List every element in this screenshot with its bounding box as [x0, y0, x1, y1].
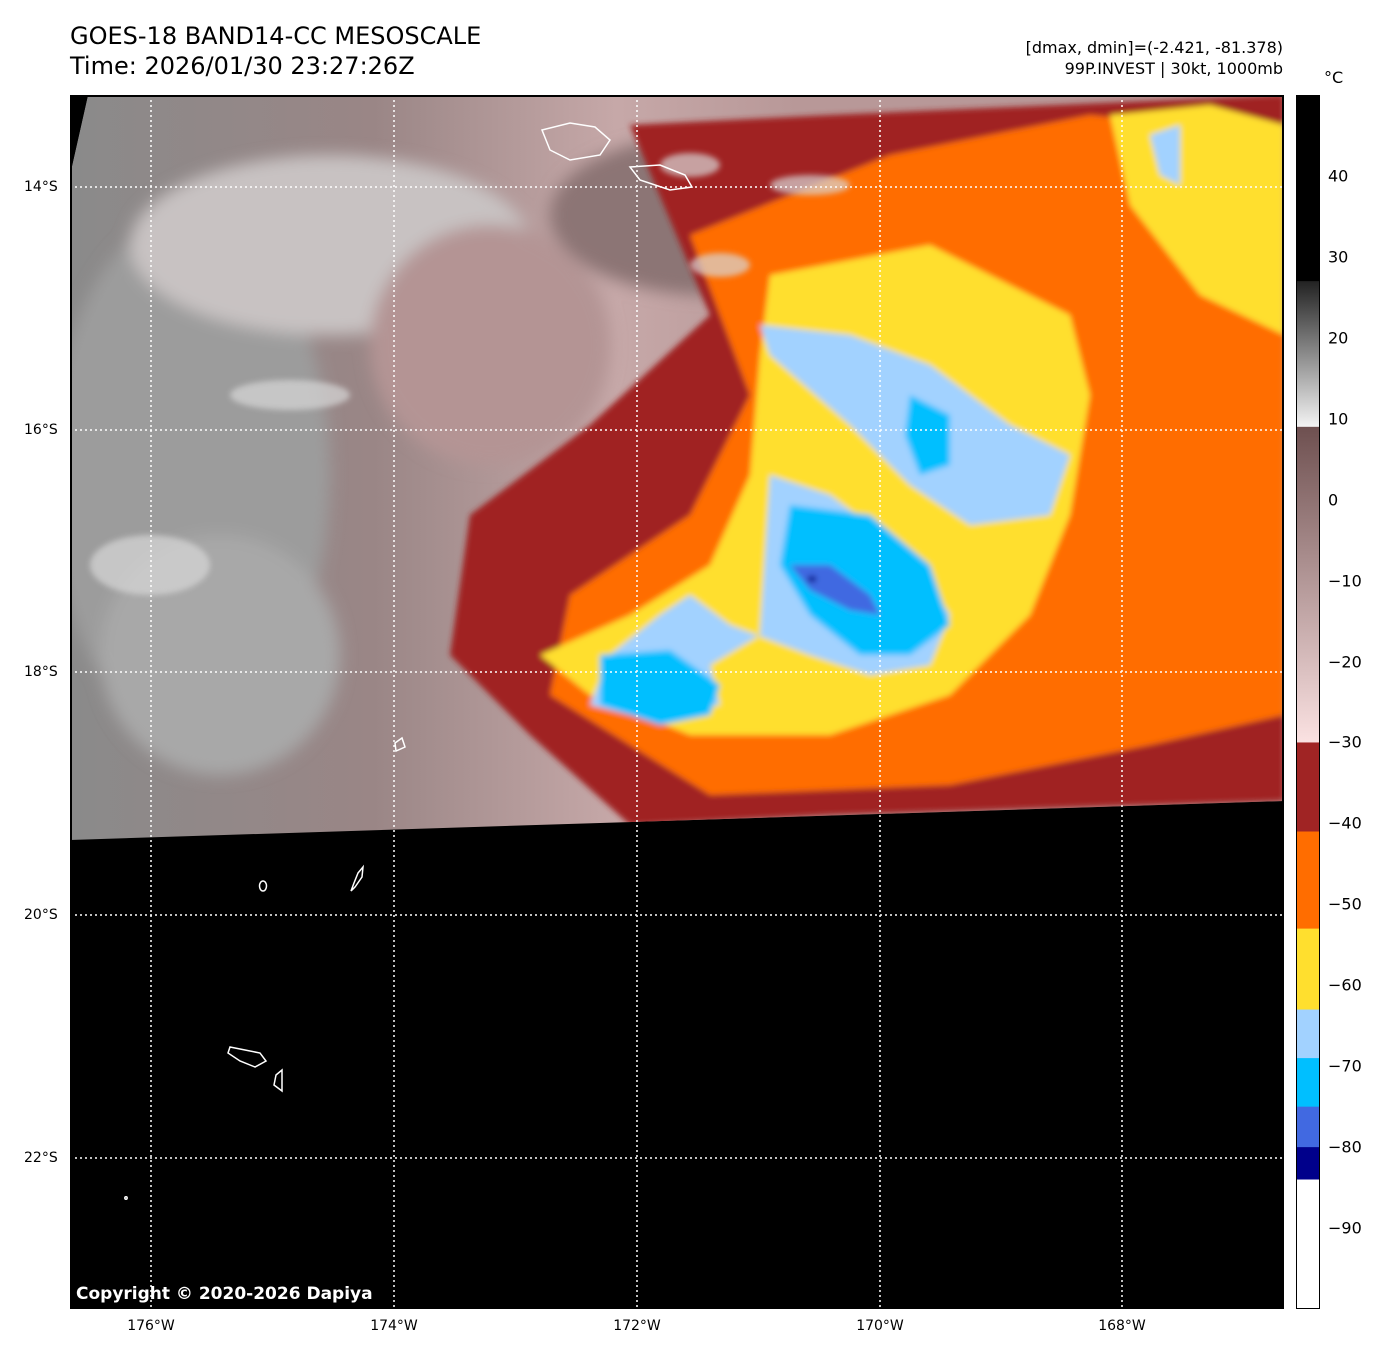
dmax-dmin-readout: [dmax, dmin]=(-2.421, -81.378) [1025, 38, 1283, 57]
colorbar-tick-label: −10 [1328, 571, 1362, 591]
ir-imagery [70, 95, 1284, 840]
lon-label: 168°W [1098, 1318, 1146, 1334]
colorbar [1296, 95, 1320, 1309]
colorbar-band [1296, 281, 1320, 428]
colorbar-band [1296, 742, 1320, 832]
lat-label: 16°S [24, 422, 58, 438]
storm-info: 99P.INVEST | 30kt, 1000mb [1064, 59, 1283, 78]
coastlines [124, 122, 694, 1200]
colorbar-tick-label: −70 [1328, 1056, 1362, 1076]
colorbar-band [1296, 95, 1320, 282]
copyright-text: Copyright © 2020-2026 Dapiya [76, 1284, 373, 1304]
colorbar-band [1296, 1009, 1320, 1059]
colorbar-tick-label: 0 [1328, 490, 1339, 510]
colorbar-tick-label: −50 [1328, 894, 1362, 914]
lat-label: 18°S [24, 664, 58, 680]
colorbar-tick-label: −60 [1328, 975, 1362, 995]
colorbar-tick-label: −90 [1328, 1218, 1362, 1238]
lat-label: 20°S [24, 907, 58, 923]
colorbar-tick-label: 20 [1328, 328, 1349, 348]
colorbar-band [1296, 1058, 1320, 1108]
colorbar-band [1296, 1147, 1320, 1181]
lon-label: 170°W [856, 1318, 904, 1334]
colorbar-tick-label: 10 [1328, 409, 1349, 429]
satellite-map [70, 95, 1284, 1309]
colorbar-tick-label: 30 [1328, 247, 1349, 267]
colorbar-tick-label: −20 [1328, 652, 1362, 672]
colorbar-tick-label: −80 [1328, 1137, 1362, 1157]
colorbar-tick-label: −30 [1328, 732, 1362, 752]
lon-label: 172°W [613, 1318, 661, 1334]
colorbar-band [1296, 831, 1320, 930]
lon-label: 174°W [370, 1318, 418, 1334]
lon-label: 176°W [127, 1318, 175, 1334]
colorbar-band [1296, 426, 1320, 743]
chart-title: GOES-18 BAND14-CC MESOSCALE [70, 22, 482, 50]
timestamp: Time: 2026/01/30 23:27:26Z [70, 52, 415, 80]
colorbar-band [1296, 1106, 1320, 1148]
colorbar-tick-label: −40 [1328, 813, 1362, 833]
lat-label: 14°S [24, 179, 58, 195]
lat-label: 22°S [24, 1150, 58, 1166]
colorbar-tick-label: 40 [1328, 166, 1349, 186]
colorbar-band [1296, 928, 1320, 1011]
colorbar-band [1296, 1179, 1320, 1309]
graticule [70, 95, 1284, 1309]
colorbar-unit: °C [1324, 68, 1344, 87]
